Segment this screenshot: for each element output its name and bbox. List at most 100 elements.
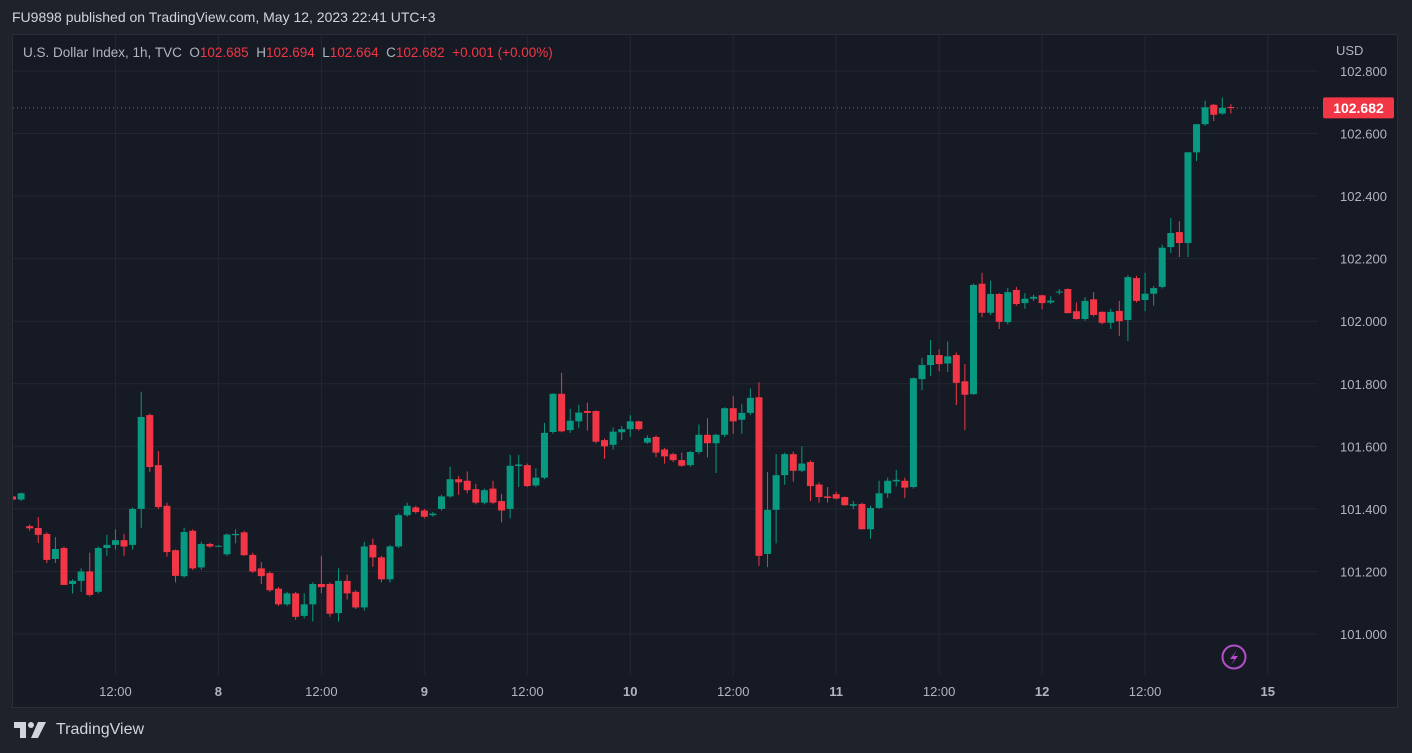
candle-down bbox=[601, 438, 609, 459]
candle-up bbox=[480, 488, 488, 505]
candle-down bbox=[832, 491, 840, 500]
candle-body bbox=[867, 507, 874, 530]
candle-up bbox=[51, 537, 59, 564]
candle-down bbox=[189, 529, 197, 570]
candle-down bbox=[13, 496, 16, 500]
candle-body bbox=[841, 497, 849, 506]
candle-body bbox=[317, 583, 325, 588]
candle-up bbox=[309, 582, 317, 622]
candle-body bbox=[944, 356, 952, 364]
candle-body bbox=[566, 420, 574, 431]
candle-body bbox=[343, 580, 351, 594]
candle-body bbox=[1030, 296, 1038, 299]
candle-body bbox=[806, 462, 814, 487]
candle-body bbox=[875, 493, 883, 508]
candle-body bbox=[489, 488, 497, 503]
candle-down bbox=[420, 508, 428, 519]
candle-body bbox=[17, 493, 25, 500]
candle-body bbox=[1193, 124, 1201, 153]
candle-down bbox=[661, 447, 669, 464]
candle-down bbox=[240, 530, 248, 556]
candle-body bbox=[1150, 288, 1158, 294]
candle-body bbox=[26, 526, 34, 529]
x-tick-label: 9 bbox=[421, 684, 428, 699]
candle-down bbox=[489, 480, 497, 505]
candle-body bbox=[824, 496, 832, 498]
high-value: 102.694 bbox=[265, 45, 315, 60]
candle-up bbox=[111, 529, 119, 550]
y-tick-label: 102.800 bbox=[1340, 64, 1387, 79]
high-label: H bbox=[256, 45, 266, 60]
candle-body bbox=[1107, 311, 1115, 323]
candle-body bbox=[180, 532, 188, 577]
candle-up bbox=[746, 388, 754, 416]
candle-body bbox=[626, 421, 634, 430]
candle-up bbox=[532, 468, 540, 488]
candle-down bbox=[755, 382, 763, 566]
candle-body bbox=[549, 393, 557, 432]
candle-up bbox=[798, 446, 806, 473]
candle-body bbox=[1055, 291, 1063, 293]
candle-body bbox=[961, 381, 969, 395]
x-tick-label: 12:00 bbox=[923, 684, 956, 699]
candle-up bbox=[223, 533, 231, 556]
candle-body bbox=[146, 415, 154, 468]
candle-up bbox=[549, 393, 557, 434]
candle-up bbox=[772, 454, 780, 544]
candle-body bbox=[575, 412, 583, 422]
candle-down bbox=[317, 555, 325, 594]
candle-body bbox=[352, 591, 360, 608]
candle-body bbox=[695, 434, 703, 452]
candle-up bbox=[232, 529, 240, 544]
candle-body bbox=[601, 440, 609, 447]
candle-body bbox=[798, 463, 806, 471]
y-tick-label: 101.000 bbox=[1340, 627, 1387, 642]
candle-down bbox=[120, 533, 128, 556]
candle-up bbox=[17, 492, 25, 502]
candle-body bbox=[34, 528, 42, 535]
lightning-icon[interactable] bbox=[1221, 644, 1247, 670]
candle-down bbox=[377, 555, 385, 583]
candle-down bbox=[1227, 104, 1235, 114]
candle-body bbox=[635, 421, 643, 430]
candle-up bbox=[283, 591, 291, 606]
candle-body bbox=[729, 408, 737, 422]
candle-up bbox=[1141, 272, 1149, 312]
candle-body bbox=[952, 355, 960, 383]
candle-body bbox=[738, 412, 746, 420]
candle-up bbox=[69, 579, 77, 594]
candle-body bbox=[111, 540, 119, 545]
price-axis[interactable]: 102.800 102.600 102.400 102.200 102.000 101.8… bbox=[1340, 64, 1387, 642]
candle-up bbox=[909, 377, 917, 489]
x-tick-label: 12:00 bbox=[511, 684, 544, 699]
symbol-title[interactable]: U.S. Dollar Index, 1h, TVC bbox=[23, 45, 182, 60]
candle-up bbox=[1167, 218, 1175, 254]
time-axis[interactable]: 5 12:00 8 12:00 9 12:00 10 12:00 11 12:00 12 12:00 1… bbox=[5, 684, 1275, 699]
candle-up bbox=[609, 427, 617, 450]
tradingview-footer[interactable]: TradingView bbox=[14, 721, 144, 739]
low-value: 102.664 bbox=[329, 45, 379, 60]
candle-up bbox=[94, 546, 102, 594]
candle-body bbox=[772, 475, 780, 510]
candle-down bbox=[1038, 294, 1046, 310]
candle-body bbox=[240, 532, 248, 556]
candle-up bbox=[180, 527, 188, 578]
candle-down bbox=[558, 372, 566, 433]
candle-down bbox=[961, 364, 969, 431]
candle-down bbox=[523, 463, 531, 488]
candle-up bbox=[1218, 97, 1226, 115]
candle-up bbox=[695, 424, 703, 455]
candle-body bbox=[429, 513, 437, 516]
candle-down bbox=[995, 293, 1003, 330]
candle-up bbox=[1030, 294, 1038, 301]
candle-body bbox=[678, 460, 686, 466]
candle-up bbox=[506, 454, 514, 519]
chart-panel[interactable] bbox=[12, 34, 1398, 708]
candle-body bbox=[1038, 295, 1046, 304]
candle-down bbox=[1012, 286, 1020, 306]
candle-body bbox=[438, 496, 445, 509]
candle-body bbox=[1210, 104, 1218, 115]
candle-body bbox=[69, 580, 77, 584]
open-label: O bbox=[189, 45, 200, 60]
